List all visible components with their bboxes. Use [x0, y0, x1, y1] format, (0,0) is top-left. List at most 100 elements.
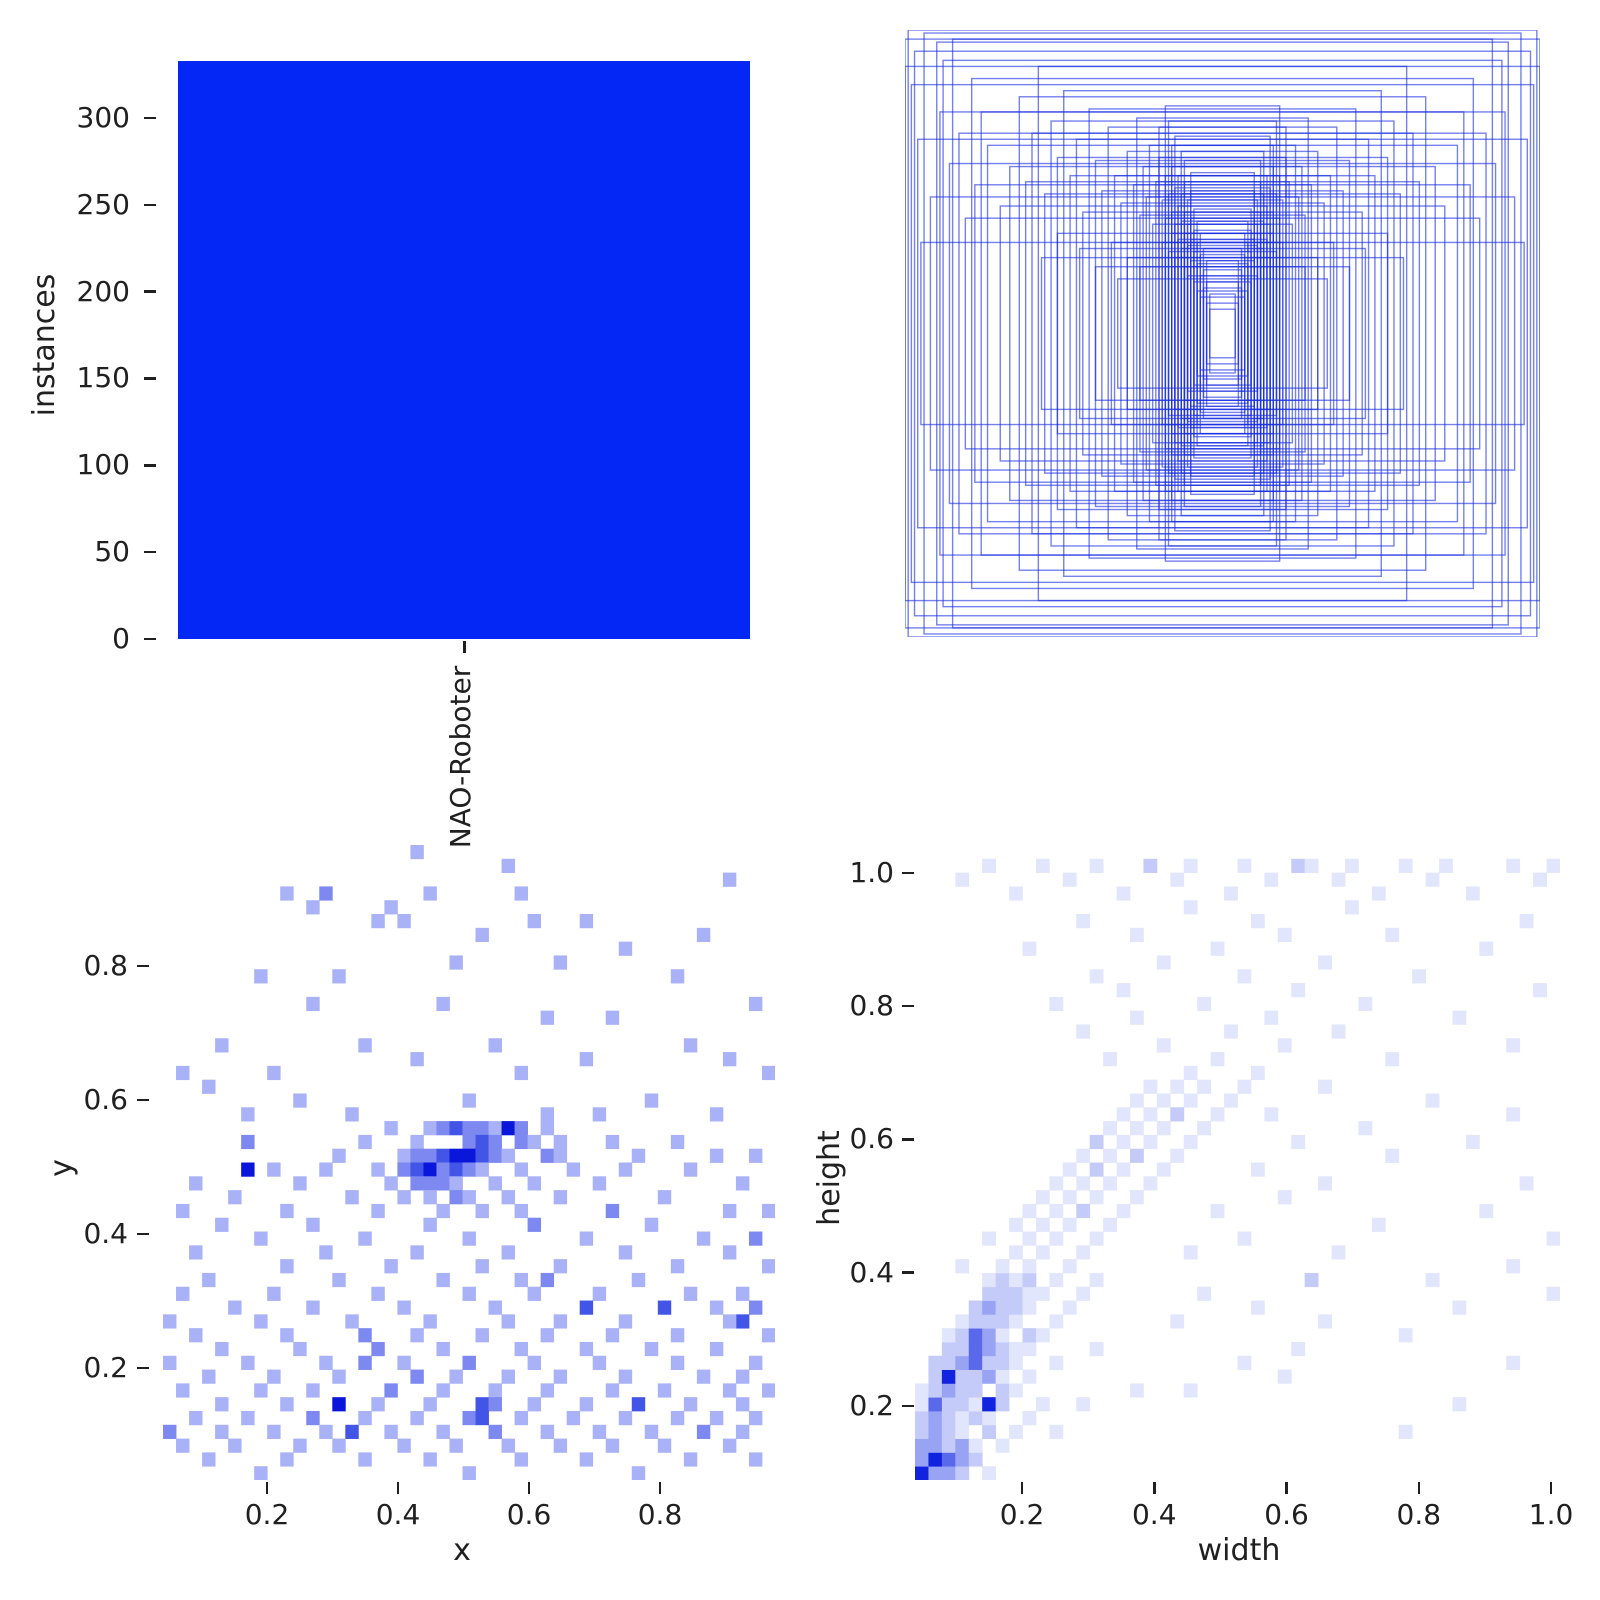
bounding-box-outline	[1183, 159, 1262, 508]
heatmap-cell	[215, 1341, 229, 1357]
heatmap-cell	[941, 1341, 956, 1357]
heatmap-cell	[618, 1314, 633, 1329]
y-tick-label: 150	[76, 361, 130, 395]
heatmap-cell	[995, 1272, 1010, 1288]
y-tick-label: 300	[76, 100, 130, 134]
heatmap-cell	[1546, 1231, 1560, 1246]
heatmap-cell	[319, 886, 333, 901]
bounding-box-outline	[1069, 174, 1376, 493]
heatmap-cell	[1130, 1121, 1144, 1136]
heatmap-cell	[553, 1314, 568, 1329]
heatmap-cell	[462, 1134, 476, 1150]
heatmap-cell	[462, 1231, 476, 1246]
heatmap-cell	[163, 1314, 177, 1329]
heatmap-cell	[683, 1286, 698, 1301]
heatmap-cell	[644, 1217, 659, 1232]
heatmap-cell	[202, 1079, 216, 1094]
heatmap-cell	[915, 1438, 929, 1453]
heatmap-cell	[1291, 1134, 1306, 1150]
bounding-box-outline	[1056, 156, 1389, 511]
heatmap-cell	[241, 1162, 255, 1177]
heatmap-cell	[475, 1203, 489, 1219]
heatmap-cell	[968, 1328, 983, 1343]
heatmap-cell	[540, 1121, 555, 1136]
heatmap-cell	[475, 927, 489, 943]
heatmap-cell	[410, 1176, 424, 1191]
heatmap-cell	[358, 1328, 372, 1343]
heatmap-cell	[915, 1466, 929, 1480]
heatmap-cell	[423, 1162, 437, 1177]
heatmap-cell	[1076, 914, 1091, 929]
heatmap-cell	[1224, 1093, 1238, 1108]
heatmap-cell	[488, 1383, 502, 1398]
heatmap-cell	[462, 1410, 476, 1426]
heatmap-cell	[1546, 858, 1560, 873]
heatmap-cell	[1116, 1134, 1131, 1150]
x-tick-label: 0.4	[1131, 1498, 1177, 1531]
heatmap-cell	[1116, 886, 1131, 901]
heatmap-cell	[540, 1383, 555, 1398]
heatmap-cell	[163, 1355, 177, 1370]
heatmap-cell	[683, 1038, 698, 1053]
heatmap-cell	[748, 1452, 763, 1467]
heatmap-cell	[514, 1452, 528, 1467]
y-tick-mark	[144, 290, 156, 293]
heatmap-cell	[1224, 1024, 1238, 1039]
bounding-box-outline	[1174, 256, 1271, 411]
heatmap-cell	[397, 1355, 411, 1370]
heatmap-cell	[527, 1286, 542, 1301]
heatmap-cell	[941, 1369, 956, 1384]
heatmap-cell	[1089, 1162, 1104, 1177]
heatmap-cell	[941, 1410, 956, 1426]
heatmap-cell	[553, 1369, 568, 1384]
heatmap-cell	[670, 969, 685, 984]
bounding-box-outline	[1164, 105, 1281, 562]
heatmap-cell	[955, 1355, 970, 1370]
heatmap-cell	[527, 1217, 542, 1232]
y-tick-mark	[902, 1271, 914, 1274]
heatmap-cell	[709, 1107, 724, 1122]
heatmap-cell	[1183, 1245, 1198, 1260]
heatmap-cell	[202, 1452, 216, 1467]
y-tick-mark	[144, 116, 156, 120]
heatmap-cell	[592, 1355, 607, 1370]
heatmap-cell	[1103, 1217, 1117, 1232]
heatmap-cell	[436, 1176, 450, 1191]
heatmap-cell	[748, 1231, 763, 1246]
heatmap-cell	[332, 1369, 346, 1384]
bounding-box-outline	[1088, 108, 1357, 559]
heatmap-cell	[761, 1203, 775, 1219]
heatmap-cell	[384, 1259, 398, 1274]
heatmap-cell	[1130, 1148, 1144, 1163]
heatmap-cell	[1170, 1079, 1185, 1094]
heatmap-cell	[928, 1452, 943, 1467]
heatmap-cell	[1062, 1300, 1077, 1315]
heatmap-cell	[306, 1217, 320, 1232]
heatmap-cell	[1345, 900, 1359, 915]
heatmap-cell	[1479, 1203, 1494, 1219]
heatmap-cell	[488, 1148, 502, 1163]
heatmap-cell	[1022, 1328, 1037, 1343]
heatmap-cell	[982, 1410, 997, 1426]
heatmap-cell	[293, 1176, 307, 1191]
heatmap-cell	[955, 1397, 970, 1412]
heatmap-cell	[1009, 1300, 1023, 1315]
bounding-box-outline	[1196, 262, 1249, 405]
heatmap-cell	[306, 996, 320, 1012]
heatmap-cell	[735, 1369, 750, 1384]
heatmap-cell	[436, 1148, 450, 1163]
heatmap-cell	[189, 1328, 203, 1343]
heatmap-cell	[267, 1286, 281, 1301]
heatmap-cell	[280, 1328, 294, 1343]
heatmap-cell	[982, 1272, 997, 1288]
bounding-box-outline	[1158, 126, 1287, 541]
heatmap-cell	[1130, 1093, 1144, 1108]
x-tick-label: 0.4	[375, 1498, 421, 1531]
heatmap-cell	[1519, 914, 1534, 929]
heatmap-cell	[1076, 1397, 1091, 1412]
heatmap-cell	[1062, 1190, 1077, 1205]
heatmap-cell	[1062, 1162, 1077, 1177]
heatmap-cell	[1103, 1176, 1117, 1191]
heatmap-cell	[995, 1286, 1010, 1301]
heatmap-cell	[982, 1328, 997, 1343]
